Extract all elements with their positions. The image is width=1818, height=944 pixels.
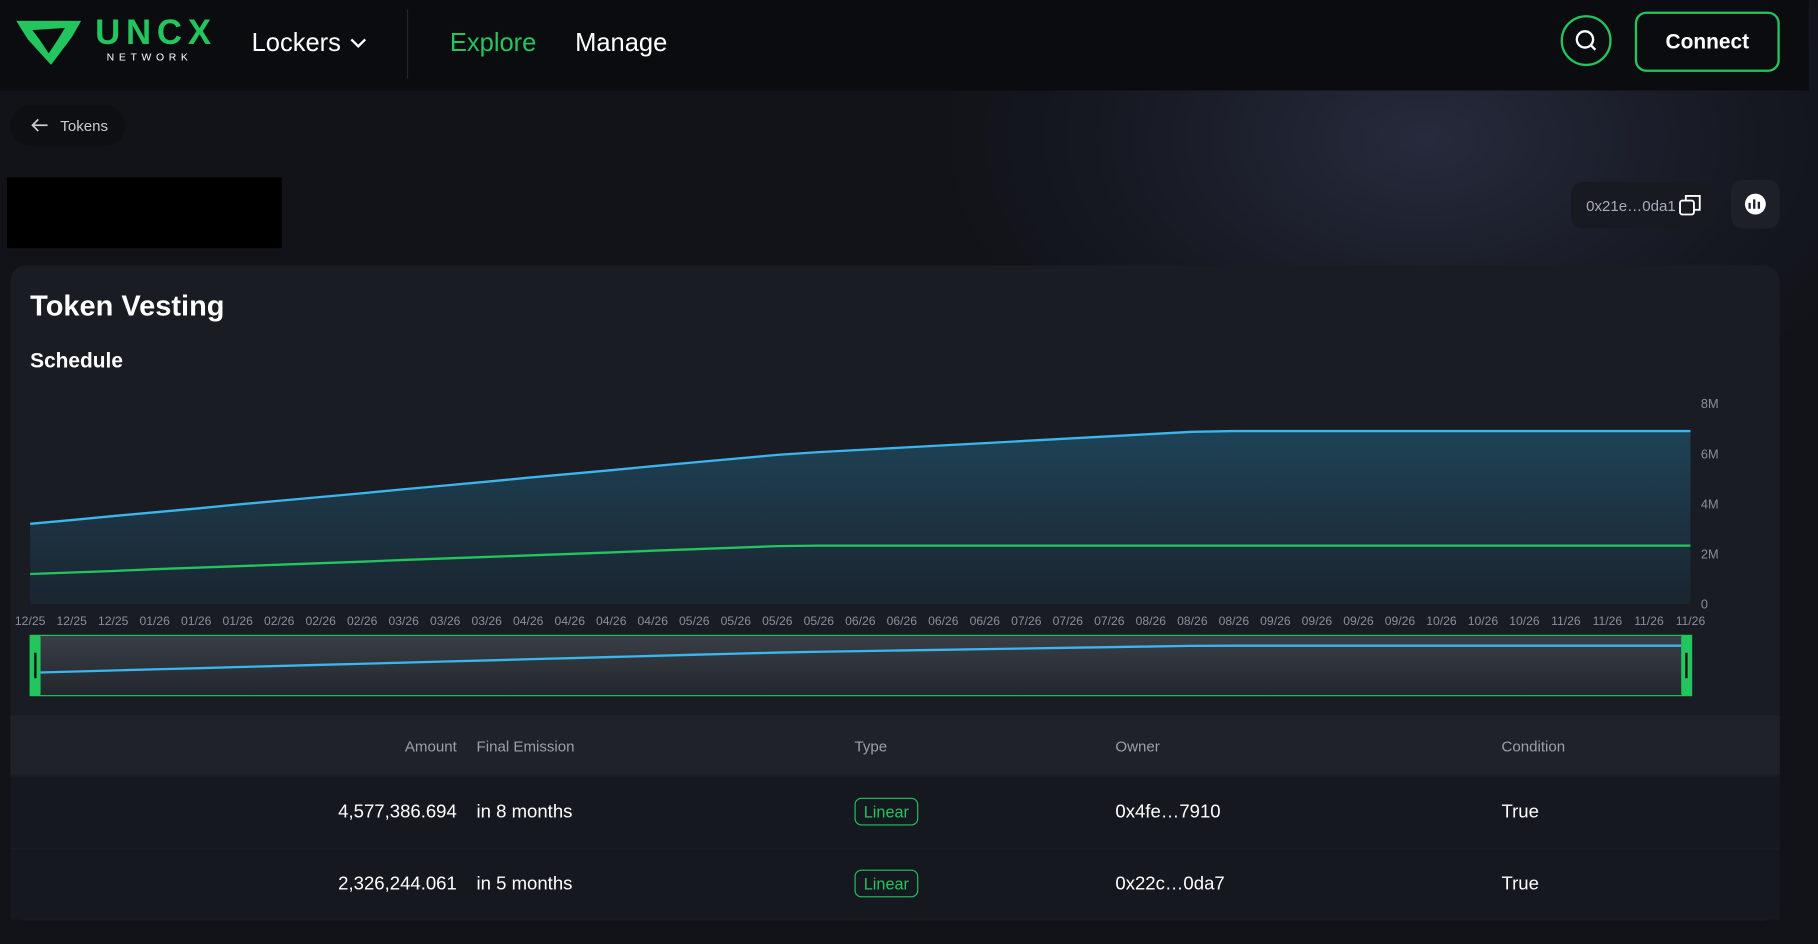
table-header — [10, 715, 1780, 775]
y-tick-label: 4M — [1701, 496, 1719, 511]
x-tick-label: 11/26 — [1551, 614, 1581, 628]
x-tick-label: 09/26 — [1385, 614, 1416, 628]
x-tick-label: 06/26 — [887, 614, 918, 628]
x-tick-label: 06/26 — [928, 614, 959, 628]
final-emission: in 8 months — [476, 802, 573, 823]
x-tick-label: 02/26 — [347, 614, 378, 628]
back-arrow — [31, 118, 48, 132]
table-row — [10, 849, 1780, 920]
x-tick-label: 10/26 — [1468, 614, 1499, 628]
x-tick-label: 12/25 — [56, 614, 87, 628]
x-tick-label: 01/26 — [222, 614, 253, 628]
connect-button[interactable]: Connect — [1634, 11, 1780, 72]
x-tick-label: 05/26 — [762, 614, 793, 628]
column-header: Owner — [1115, 737, 1160, 755]
x-tick-label: 09/26 — [1343, 614, 1374, 628]
x-tick-label: 04/26 — [638, 614, 669, 628]
x-tick-label: 09/26 — [1302, 614, 1333, 628]
x-tick-label: 03/26 — [389, 614, 420, 628]
type-badge: Linear — [854, 869, 919, 898]
x-tick-label: 10/26 — [1509, 614, 1540, 628]
x-tick-label: 03/26 — [430, 614, 461, 628]
column-header: Type — [854, 737, 888, 755]
table-row — [10, 776, 1780, 848]
address-pill[interactable]: 0x21e…0da1 — [1571, 182, 1715, 229]
amount: 4,577,386.694 — [338, 802, 457, 823]
x-tick-label: 05/26 — [804, 614, 835, 628]
x-tick-label: 06/26 — [845, 614, 876, 628]
column-header: Final Emission — [476, 737, 575, 755]
x-tick-label: 02/26 — [305, 614, 336, 628]
redacted — [6, 177, 282, 249]
x-tick-label: 10/26 — [1426, 614, 1457, 628]
x-tick-label: 12/25 — [15, 614, 46, 628]
nav-manage[interactable]: Manage — [575, 27, 668, 57]
divider — [406, 9, 409, 79]
x-tick-label: 11/26 — [1676, 614, 1706, 628]
x-tick-label: 08/26 — [1136, 614, 1167, 628]
navbar: UNCX NETWORK Lockers Explore Manage Conn… — [0, 0, 1809, 91]
x-tick-label: 07/26 — [1094, 614, 1125, 628]
x-tick-label: 09/26 — [1260, 614, 1291, 628]
series-line — [30, 429, 1691, 525]
condition: True — [1501, 802, 1539, 823]
logo-icon — [16, 20, 82, 65]
logo-sub: NETWORK — [106, 51, 193, 63]
copy-icon — [1679, 195, 1701, 216]
address: 0x21e…0da1 — [1586, 197, 1676, 215]
owner[interactable]: 0x4fe…7910 — [1115, 802, 1221, 823]
x-tick-label: 07/26 — [1011, 614, 1042, 628]
final-emission: in 5 months — [476, 874, 573, 894]
column-header: Condition — [1501, 737, 1566, 755]
back-label: Tokens — [60, 117, 109, 135]
nav-lockers[interactable]: Lockers — [251, 27, 341, 57]
owner[interactable]: 0x22c…0da7 — [1115, 874, 1225, 894]
x-tick-label: 08/26 — [1219, 614, 1250, 628]
type-badge: Linear — [854, 797, 919, 826]
x-tick-label: 12/25 — [98, 614, 129, 628]
x-tick-label: 07/26 — [1053, 614, 1084, 628]
y-tick-label: 0 — [1701, 597, 1708, 612]
x-tick-label: 01/26 — [139, 614, 170, 628]
chart-icon — [1744, 193, 1766, 215]
y-tick-label: 6M — [1701, 446, 1719, 461]
search-icon — [1575, 30, 1597, 51]
x-tick-label: 02/26 — [264, 614, 295, 628]
x-tick-label: 05/26 — [721, 614, 752, 628]
amount: 2,326,244.061 — [338, 874, 457, 894]
condition: True — [1501, 874, 1539, 894]
chart-title: Schedule — [30, 348, 123, 373]
search-button[interactable] — [1560, 15, 1612, 67]
area — [30, 431, 1691, 605]
x-tick-label: 01/26 — [181, 614, 212, 628]
back-button[interactable]: Tokens — [10, 105, 126, 147]
column-header: Amount — [404, 737, 457, 755]
x-tick-label: 03/26 — [472, 614, 503, 628]
x-tick-label: 06/26 — [970, 614, 1001, 628]
x-tick-label: 08/26 — [1177, 614, 1208, 628]
x-tick-label: 05/26 — [679, 614, 710, 628]
y-tick-label: 2M — [1701, 547, 1719, 562]
chart: 0 2M 4M 6M 8M 12/25 12/25 12/25 01/26 01/26 01/26 0… — [15, 396, 1719, 697]
x-tick-label: 11/26 — [1634, 614, 1664, 628]
logo-text: UNCX — [95, 13, 217, 53]
x-tick-label: 11/26 — [1593, 614, 1623, 628]
navigator-line — [39, 644, 1682, 674]
x-tick-label: 04/26 — [596, 614, 627, 628]
series-line — [30, 544, 1691, 576]
chart-button[interactable] — [1731, 179, 1780, 229]
x-tick-label: 04/26 — [513, 614, 544, 628]
section-title: Token Vesting — [30, 289, 225, 323]
x-tick-label: 04/26 — [555, 614, 586, 628]
chevron — [350, 38, 367, 49]
nav-explore[interactable]: Explore — [449, 27, 537, 57]
y-tick-label: 8M — [1701, 396, 1719, 411]
